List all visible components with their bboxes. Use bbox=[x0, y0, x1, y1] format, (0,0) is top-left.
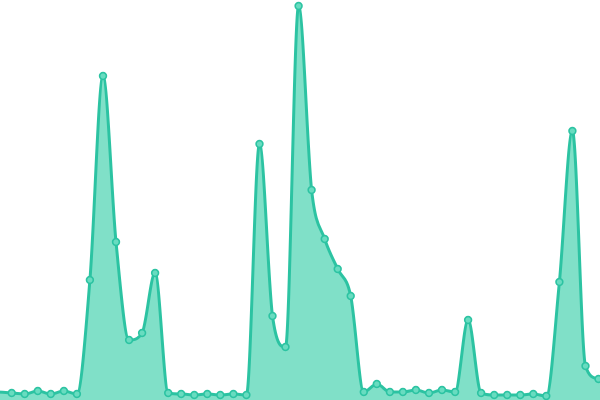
data-point-marker[interactable] bbox=[529, 389, 538, 399]
data-point-marker[interactable] bbox=[581, 361, 590, 371]
data-point-marker[interactable] bbox=[7, 388, 16, 398]
data-point-marker[interactable] bbox=[398, 387, 408, 397]
data-point-marker[interactable] bbox=[516, 390, 525, 400]
data-point-marker[interactable] bbox=[385, 387, 395, 397]
data-point-marker[interactable] bbox=[281, 342, 290, 352]
data-point-marker[interactable] bbox=[450, 387, 460, 397]
data-point-marker[interactable] bbox=[542, 391, 551, 400]
data-point-marker[interactable] bbox=[424, 388, 434, 398]
data-point-marker[interactable] bbox=[476, 388, 486, 398]
data-point-marker[interactable] bbox=[137, 328, 147, 338]
data-point-marker[interactable] bbox=[177, 389, 186, 399]
data-point-marker[interactable] bbox=[59, 386, 69, 396]
data-point-marker[interactable] bbox=[437, 385, 447, 395]
data-point-marker[interactable] bbox=[20, 389, 29, 399]
data-point-marker[interactable] bbox=[216, 390, 225, 400]
data-point-marker[interactable] bbox=[594, 374, 600, 384]
area-fill bbox=[0, 6, 600, 400]
data-point-marker[interactable] bbox=[320, 234, 329, 244]
data-point-marker[interactable] bbox=[268, 311, 277, 321]
data-point-marker[interactable] bbox=[46, 389, 55, 399]
data-point-marker[interactable] bbox=[150, 268, 160, 278]
data-point-marker[interactable] bbox=[164, 388, 173, 398]
data-point-marker[interactable] bbox=[346, 291, 355, 301]
data-point-marker[interactable] bbox=[463, 315, 473, 325]
data-point-marker[interactable] bbox=[124, 335, 134, 345]
data-point-marker[interactable] bbox=[203, 389, 212, 399]
data-point-marker[interactable] bbox=[307, 185, 316, 195]
data-point-marker[interactable] bbox=[372, 379, 381, 389]
data-point-marker[interactable] bbox=[294, 1, 303, 11]
data-point-marker[interactable] bbox=[503, 390, 512, 400]
data-point-marker[interactable] bbox=[568, 126, 577, 136]
data-point-marker[interactable] bbox=[255, 139, 264, 149]
data-point-markers bbox=[7, 1, 600, 400]
data-point-marker[interactable] bbox=[190, 390, 199, 400]
data-point-marker[interactable] bbox=[111, 237, 121, 247]
data-point-marker[interactable] bbox=[33, 386, 42, 396]
data-point-marker[interactable] bbox=[490, 390, 499, 400]
data-point-marker[interactable] bbox=[333, 264, 342, 274]
data-point-marker[interactable] bbox=[411, 385, 421, 395]
data-point-marker[interactable] bbox=[85, 275, 95, 285]
data-point-marker[interactable] bbox=[242, 390, 251, 400]
data-point-marker[interactable] bbox=[72, 389, 82, 399]
data-point-marker[interactable] bbox=[229, 389, 238, 399]
data-point-marker[interactable] bbox=[98, 71, 108, 81]
data-point-marker[interactable] bbox=[555, 277, 564, 287]
data-point-marker[interactable] bbox=[359, 387, 368, 397]
